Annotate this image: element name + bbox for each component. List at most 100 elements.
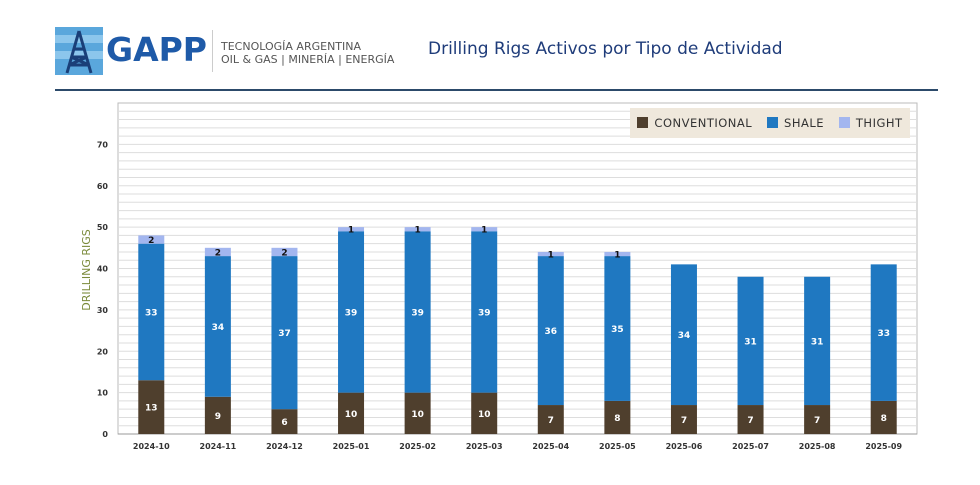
legend-item-thight: THIGHT — [838, 116, 903, 130]
data-label: 1 — [348, 226, 354, 236]
bar-shale — [537, 256, 564, 406]
header-rule — [55, 89, 938, 91]
tagline: TECNOLOGÍA ARGENTINA OIL & GAS | MINERÍA… — [221, 40, 394, 66]
bar-conventional — [804, 405, 831, 434]
y-tick-label: 50 — [97, 223, 109, 232]
data-label: 7 — [548, 416, 554, 426]
tagline-line-2: OIL & GAS | MINERÍA | ENERGÍA — [221, 53, 395, 66]
legend-swatch — [767, 117, 779, 128]
bar-shale — [338, 231, 365, 393]
y-tick-label: 20 — [97, 347, 109, 356]
legend-swatch — [637, 117, 649, 128]
bar-shale — [737, 276, 764, 406]
data-label: 35 — [611, 325, 624, 335]
bar-shale — [670, 264, 697, 406]
bar-conventional — [870, 400, 897, 434]
data-label: 6 — [281, 418, 287, 428]
bar-shale — [404, 231, 431, 393]
x-tick-label: 2025-02 — [399, 442, 436, 451]
tagline-line-1: TECNOLOGÍA ARGENTINA — [221, 40, 362, 53]
data-label: 39 — [478, 308, 491, 318]
bar-thight — [204, 247, 231, 257]
data-label: 7 — [747, 416, 753, 426]
data-label: 1 — [481, 226, 487, 236]
bar-conventional — [537, 405, 564, 434]
y-tick-label: 30 — [97, 306, 109, 315]
data-label: 10 — [411, 410, 424, 420]
legend-label: SHALE — [784, 116, 825, 130]
bar-conventional — [670, 405, 697, 434]
bar-conventional — [737, 405, 764, 434]
data-label: 10 — [345, 410, 358, 420]
bar-conventional — [404, 392, 431, 434]
page-title: Drilling Rigs Activos por Tipo de Activi… — [428, 39, 783, 59]
y-axis-label: DRILLING RIGS — [80, 229, 93, 311]
data-label: 9 — [215, 412, 221, 422]
x-tick-label: 2025-01 — [333, 442, 370, 451]
data-label: 1 — [614, 251, 620, 261]
bar-conventional — [271, 409, 298, 434]
bar-thight — [604, 251, 631, 257]
bar-conventional — [138, 380, 165, 434]
data-label: 13 — [145, 404, 158, 414]
bar-shale — [604, 256, 631, 401]
data-label: 33 — [145, 308, 158, 318]
data-label: 8 — [881, 414, 887, 424]
data-label: 2 — [281, 248, 287, 258]
x-tick-label: 2024-12 — [266, 442, 303, 451]
legend-label: CONVENTIONAL — [654, 116, 753, 130]
brand-name: GAPP — [106, 30, 207, 69]
legend-item-shale: SHALE — [767, 116, 824, 130]
x-tick-label: 2024-10 — [133, 442, 170, 451]
data-label: 31 — [811, 337, 824, 347]
x-tick-label: 2025-07 — [732, 442, 769, 451]
data-label: 1 — [548, 251, 554, 261]
data-label: 33 — [877, 329, 890, 339]
x-tick-label: 2025-08 — [799, 442, 836, 451]
bar-thight — [338, 227, 365, 232]
y-tick-label: 60 — [97, 182, 109, 191]
data-label: 39 — [345, 308, 358, 318]
bar-conventional — [204, 396, 231, 434]
bar-thight — [537, 251, 564, 257]
bar-shale — [471, 231, 498, 393]
bar-shale — [204, 256, 231, 397]
x-tick-label: 2024-11 — [200, 442, 237, 451]
data-label: 8 — [614, 414, 620, 424]
legend-item-conventional: CONVENTIONAL — [637, 116, 752, 130]
x-tick-label: 2025-05 — [599, 442, 636, 451]
bar-conventional — [471, 392, 498, 434]
data-label: 37 — [278, 329, 291, 339]
data-label: 2 — [215, 248, 221, 258]
bar-thight — [404, 227, 431, 232]
header-divider — [212, 30, 213, 72]
bar-conventional — [604, 400, 631, 434]
data-label: 1 — [414, 226, 420, 236]
bar-shale — [870, 264, 897, 401]
y-tick-label: 70 — [97, 140, 109, 149]
y-tick-label: 10 — [97, 389, 109, 398]
x-tick-label: 2025-09 — [865, 442, 902, 451]
y-tick-label: 40 — [97, 265, 109, 274]
data-label: 34 — [678, 331, 691, 341]
data-label: 7 — [681, 416, 687, 426]
data-label: 39 — [411, 308, 424, 318]
bar-shale — [804, 276, 831, 406]
data-label: 7 — [814, 416, 820, 426]
bar-shale — [271, 256, 298, 410]
y-tick-label: 0 — [102, 430, 108, 439]
bar-thight — [271, 247, 298, 257]
gapp-logo-icon — [55, 27, 103, 75]
bar-thight — [471, 227, 498, 232]
x-tick-label: 2025-06 — [666, 442, 703, 451]
x-tick-label: 2025-04 — [532, 442, 569, 451]
data-label: 36 — [545, 327, 558, 337]
bar-shale — [138, 243, 165, 381]
bar-thight — [138, 235, 165, 244]
x-tick-label: 2025-03 — [466, 442, 503, 451]
chart-legend: CONVENTIONAL SHALE THIGHT — [630, 108, 910, 138]
data-label: 10 — [478, 410, 491, 420]
legend-swatch — [838, 117, 850, 128]
bar-conventional — [338, 392, 365, 434]
